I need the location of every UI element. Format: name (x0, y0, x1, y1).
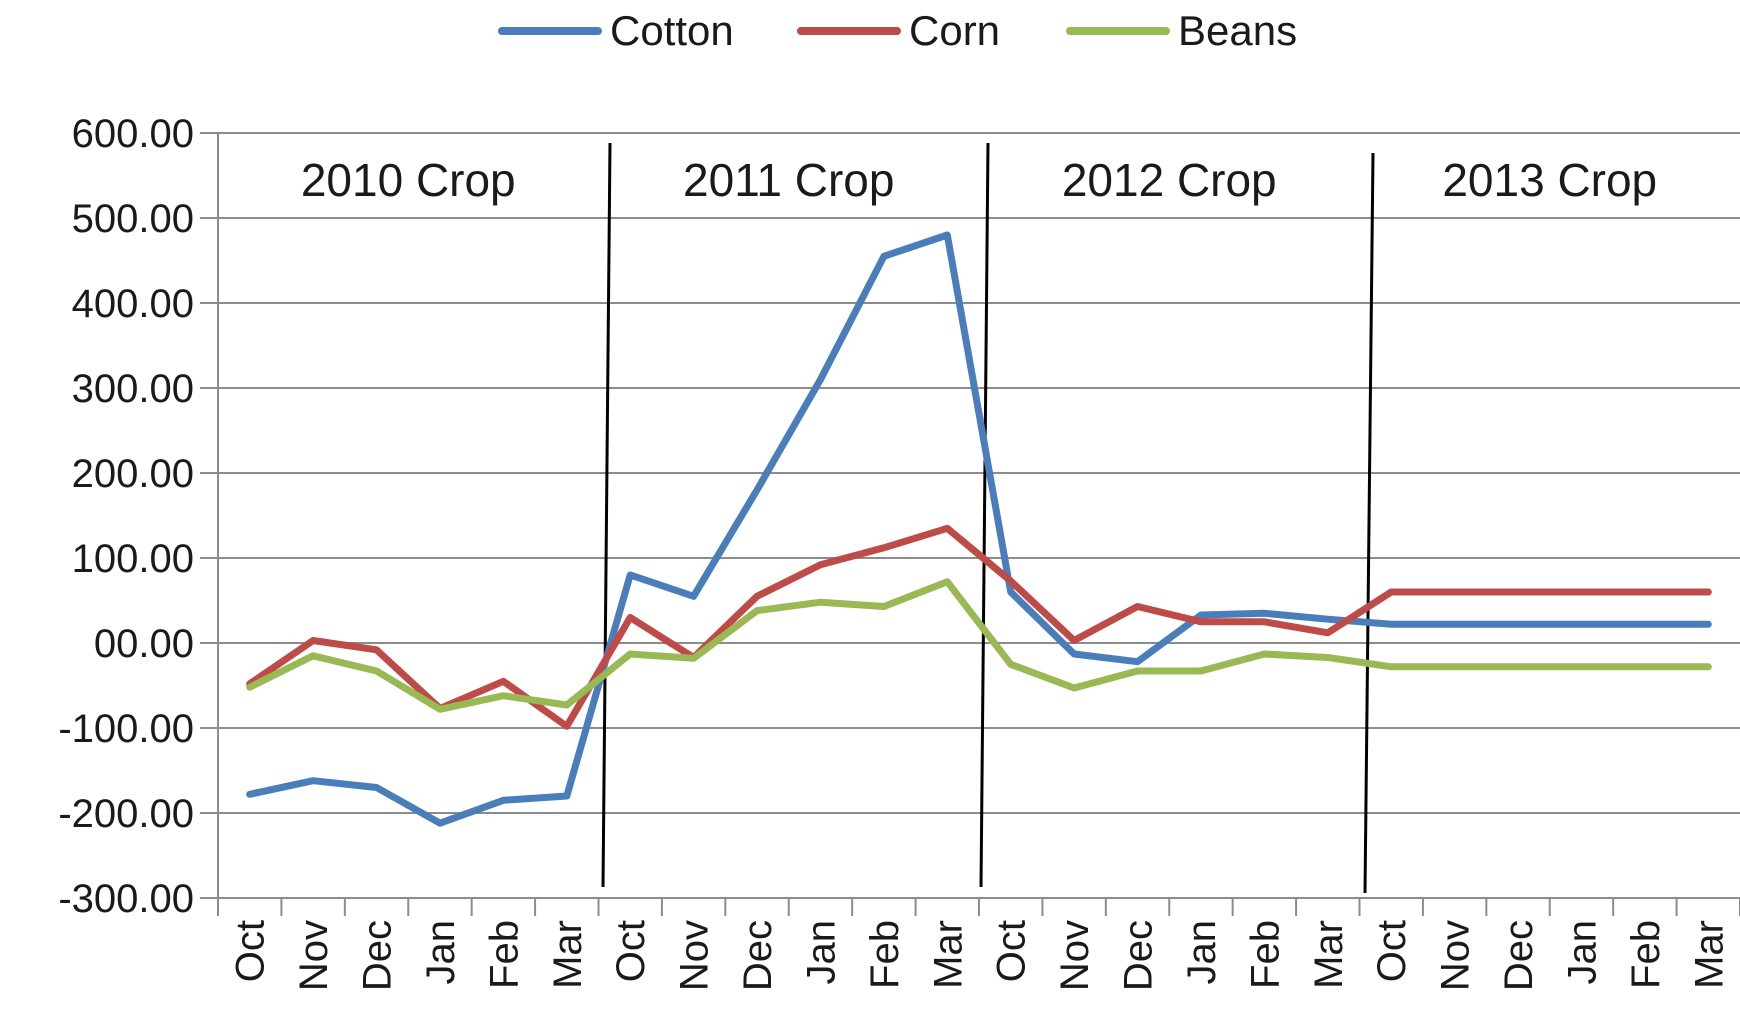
y-tick-label: -200.00 (58, 792, 194, 836)
legend-label-cotton: Cotton (610, 7, 734, 54)
legend-label-beans: Beans (1178, 7, 1297, 54)
x-tick-label: Jan (419, 920, 463, 985)
y-tick-label: 600.00 (72, 112, 194, 156)
x-tick-label: Jan (1180, 920, 1224, 985)
x-tick-label: Nov (1053, 920, 1097, 991)
series-line-corn (246, 524, 1712, 730)
x-tick-label: Mar (926, 920, 970, 989)
axes (200, 132, 1740, 916)
y-tick-label: 200.00 (72, 452, 194, 496)
y-tick-label: 400.00 (72, 282, 194, 326)
crop-dividers (601, 142, 1375, 894)
x-tick-label: Mar (1687, 920, 1731, 989)
x-tick-label: Feb (863, 920, 907, 989)
crop-divider (601, 142, 612, 888)
gridlines (218, 132, 1740, 899)
x-tick-label: Oct (990, 920, 1034, 982)
series-line-cotton (246, 231, 1712, 827)
legend-label-corn: Corn (909, 7, 1000, 54)
x-tick-label: Dec (1497, 920, 1541, 991)
crop-label: 2011 Crop (683, 154, 894, 206)
y-tick-label: -300.00 (58, 877, 194, 921)
crop-labels: 2010 Crop 2011 Crop 2012 Crop 2013 Crop (301, 154, 1657, 206)
y-tick-label: 500.00 (72, 197, 194, 241)
y-tick-label: 100.00 (72, 537, 194, 581)
crop-label: 2013 Crop (1442, 154, 1657, 206)
y-tick-labels: 600.00 500.00 400.00 300.00 200.00 100.00 00.0… (58, 112, 194, 921)
y-tick-label: 300.00 (72, 367, 194, 411)
series-lines (246, 231, 1712, 827)
y-tick-label: 00.00 (94, 622, 194, 666)
x-tick-label: Oct (609, 920, 653, 982)
x-tick-label: Oct (1370, 920, 1414, 982)
x-tick-label: Mar (546, 920, 590, 989)
x-tick-label: Dec (1117, 920, 1161, 991)
x-tick-label: Feb (1624, 920, 1668, 989)
crop-divider (979, 142, 990, 888)
x-tick-label: Nov (292, 920, 336, 991)
series-line-beans (246, 578, 1712, 713)
x-tick-label: Dec (736, 920, 780, 991)
x-tick-label: Feb (1243, 920, 1287, 989)
x-tick-labels: Oct Nov Dec Jan Feb Mar Oct Nov Dec Jan Feb Mar Oct N… (229, 920, 1732, 991)
x-tick-label: Oct (229, 920, 273, 982)
crop-label: 2012 Crop (1062, 154, 1277, 206)
x-tick-label: Feb (482, 920, 526, 989)
x-tick-label: Mar (1307, 920, 1351, 989)
x-tick-label: Jan (799, 920, 843, 985)
x-tick-label: Nov (1434, 920, 1478, 991)
x-tick-label: Dec (356, 920, 400, 991)
x-tick-label: Jan (1560, 920, 1604, 985)
y-tick-label: -100.00 (58, 707, 194, 751)
crop-label: 2010 Crop (301, 154, 516, 206)
x-tick-label: Nov (673, 920, 717, 991)
crop-divider (1363, 152, 1375, 894)
legend: Cotton Corn Beans (498, 7, 1297, 54)
